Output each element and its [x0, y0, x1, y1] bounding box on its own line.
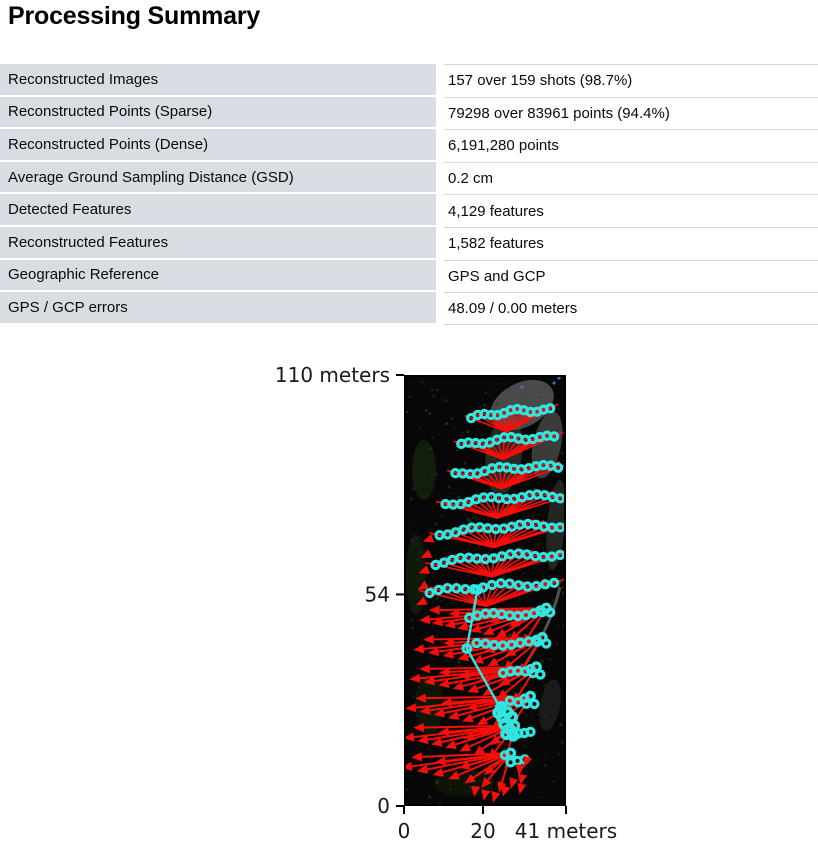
table-row: Reconstructed Features 1,582 features	[0, 226, 818, 260]
row-label: Reconstructed Features	[0, 226, 436, 260]
camera-gps-markers-layer	[404, 403, 566, 803]
table-row: Detected Features 4,129 features	[0, 194, 818, 227]
y-tick-label: 0	[377, 794, 390, 818]
x-tick-label: 0	[398, 819, 411, 843]
page-title: Processing Summary	[8, 2, 261, 30]
column-gap	[436, 129, 444, 162]
y-tick-label: 54	[365, 582, 390, 606]
row-value: 6,191,280 points	[444, 129, 818, 162]
map-image	[404, 375, 566, 806]
column-gap	[436, 226, 444, 260]
y-axis: 110 meters 54 0	[275, 363, 404, 818]
column-gap	[436, 194, 444, 227]
column-gap	[436, 292, 444, 325]
row-label: Average Ground Sampling Distance (GSD)	[0, 161, 436, 195]
x-tick-label: 20	[470, 819, 495, 843]
row-value: GPS and GCP	[444, 259, 818, 293]
y-tick-label: 110 meters	[275, 363, 390, 387]
row-label: Reconstructed Images	[0, 64, 436, 97]
row-label: Reconstructed Points (Dense)	[0, 129, 436, 162]
row-value: 157 over 159 shots (98.7%)	[444, 64, 818, 97]
survey-map-figure: 110 meters 54 0 0 20 41 meters	[275, 363, 617, 843]
row-label: Geographic Reference	[0, 259, 436, 293]
table-row: Reconstructed Points (Sparse) 79298 over…	[0, 96, 818, 130]
map-border	[404, 375, 566, 806]
column-gap	[436, 96, 444, 130]
gps-track-layer	[461, 584, 520, 742]
row-label: Detected Features	[0, 194, 436, 227]
row-label: Reconstructed Points (Sparse)	[0, 96, 436, 130]
table-row: GPS / GCP errors 48.09 / 0.00 meters	[0, 292, 818, 325]
row-value: 1,582 features	[444, 226, 818, 260]
column-gap	[436, 259, 444, 293]
row-value: 79298 over 83961 points (94.4%)	[444, 96, 818, 130]
column-gap	[436, 161, 444, 195]
row-label: GPS / GCP errors	[0, 292, 436, 325]
summary-table: Reconstructed Images 157 over 159 shots …	[0, 64, 818, 325]
x-tick-label: 41 meters	[515, 819, 617, 843]
table-row: Geographic Reference GPS and GCP	[0, 259, 818, 293]
row-value: 4,129 features	[444, 194, 818, 227]
row-value: 0.2 cm	[444, 161, 818, 195]
table-row: Average Ground Sampling Distance (GSD) 0…	[0, 161, 818, 195]
column-gap	[436, 64, 444, 97]
table-row: Reconstructed Points (Dense) 6,191,280 p…	[0, 129, 818, 162]
x-axis: 0 20 41 meters	[398, 806, 617, 843]
row-value: 48.09 / 0.00 meters	[444, 292, 818, 325]
table-row: Reconstructed Images 157 over 159 shots …	[0, 64, 818, 97]
